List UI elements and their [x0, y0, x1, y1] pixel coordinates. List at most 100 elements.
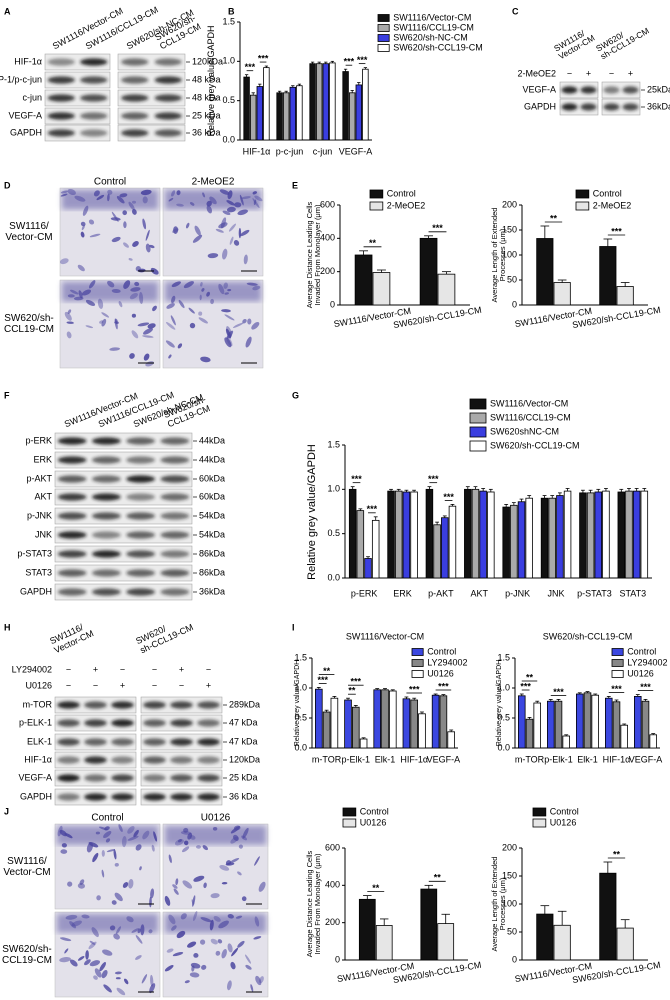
cell [80, 231, 85, 238]
cell [168, 914, 176, 925]
cell [254, 195, 263, 202]
cell [166, 303, 175, 309]
bar [315, 688, 323, 749]
legend-swatch [575, 201, 590, 211]
cell [200, 356, 211, 363]
cell [227, 190, 233, 200]
blot-band [126, 437, 156, 445]
blot-band [154, 76, 182, 84]
cell [89, 960, 101, 967]
cell [237, 209, 249, 216]
blot-band [57, 756, 80, 764]
treatment-sign: + [179, 664, 184, 674]
blot-strip [44, 71, 111, 89]
row-label: AP-1/p-c-jun [0, 74, 42, 84]
legend-swatch [611, 648, 624, 656]
cell [115, 926, 122, 935]
blot-strip [44, 107, 111, 125]
blot-strip [44, 124, 111, 142]
blot-band [91, 493, 121, 501]
y-tick-label: 200 [320, 266, 335, 276]
cell [99, 962, 106, 972]
y-tick-label: 0.5 [497, 712, 510, 722]
legend-label: U0126 [360, 817, 387, 827]
cell [226, 330, 234, 339]
bar [263, 67, 270, 141]
x-tick-label: HIF-1α [603, 754, 631, 764]
cell [133, 829, 139, 838]
legend-swatch [369, 201, 384, 211]
x-tick-label: HIF-1α [243, 146, 271, 156]
cell [184, 980, 190, 984]
y-axis-label: Average Distance Leading Cells Invaded F… [304, 850, 322, 958]
column-header: Control [93, 176, 127, 188]
panel-letter: F [4, 390, 10, 400]
bar [641, 700, 650, 749]
cell [218, 920, 229, 929]
x-tick-label: p-Elk-1 [342, 754, 371, 764]
blot-band [57, 793, 80, 801]
cell [145, 243, 151, 253]
cell [177, 343, 183, 349]
size-label: 120kDa [229, 754, 260, 764]
bar [579, 492, 587, 579]
y-tick-label: 50 [507, 926, 517, 936]
x-tick-label: STAT3 [619, 588, 646, 598]
cell [57, 825, 63, 837]
cell [183, 827, 189, 833]
panel-letter: D [4, 180, 11, 190]
cell [93, 975, 98, 980]
cell [252, 285, 261, 291]
cell [149, 896, 152, 908]
blot-band [84, 719, 107, 727]
cell [113, 849, 117, 860]
blot-band [126, 456, 156, 464]
cell [149, 983, 156, 994]
blot-band [111, 774, 134, 782]
bar [599, 246, 617, 306]
x-tick-label: m-TOR [515, 754, 545, 764]
column-header: U0126 [200, 812, 231, 824]
blot-band [84, 738, 107, 746]
blot-band [111, 738, 134, 746]
legend-label: Control [387, 188, 416, 198]
blot-band [57, 774, 80, 782]
bar [487, 491, 495, 579]
size-label: 289kDa [229, 699, 260, 709]
row-label: p-AKT [26, 473, 52, 483]
bar [649, 734, 657, 749]
cell [60, 193, 68, 197]
bar [276, 92, 283, 141]
cell [152, 305, 157, 312]
bar [548, 497, 556, 579]
cell [207, 253, 219, 259]
cell [131, 928, 140, 933]
y-tick-label: 150 [502, 870, 517, 880]
row-label: SW620/sh- CCL19-CM [3, 313, 55, 335]
cell [212, 827, 218, 831]
cell [148, 929, 153, 934]
cell [85, 325, 94, 329]
cell [190, 202, 195, 206]
cell [123, 221, 127, 229]
legend-label: SW620/sh-NC-CM [393, 32, 468, 42]
cell [97, 298, 104, 309]
legend-label: 2-MeOE2 [593, 200, 632, 210]
blot-band [80, 94, 108, 102]
cell [226, 200, 235, 206]
cell [139, 866, 142, 871]
blot-band [154, 58, 182, 66]
row-label: m-TOR [23, 699, 53, 709]
cell [206, 291, 211, 297]
bar [402, 491, 411, 579]
bar [562, 735, 570, 749]
blot-band [57, 550, 87, 558]
bar [352, 706, 360, 749]
blot-band [197, 774, 220, 782]
cell [115, 977, 121, 980]
cell [196, 845, 201, 849]
bar [431, 694, 440, 749]
bar [632, 490, 641, 579]
blot-band [57, 456, 87, 464]
